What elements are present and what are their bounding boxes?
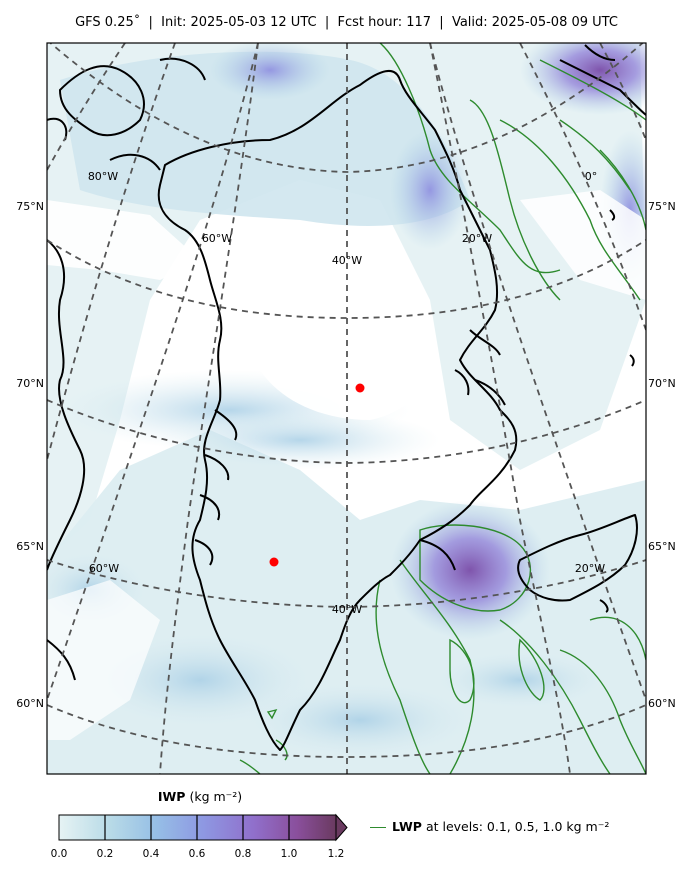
lon-label: 40°W — [332, 254, 362, 267]
model-label: GFS 0.25˚ — [75, 15, 141, 30]
colorbar-tick: 1.2 — [327, 848, 345, 860]
colorbar-tick: 0.6 — [188, 848, 206, 860]
lon-label: 40°W — [332, 603, 362, 616]
colorbar-tick: 0.8 — [234, 848, 252, 860]
graticule — [47, 43, 646, 774]
lon-label: 20°W — [462, 232, 492, 245]
point-marker — [355, 383, 365, 393]
colorbar — [58, 813, 348, 842]
fcst-label: Fcst hour: 117 — [337, 15, 432, 30]
lon-label: 20°W — [575, 562, 605, 575]
lon-label: 60°W — [202, 232, 232, 245]
lat-label-left: 70°N — [16, 377, 44, 390]
lwp-legend-line — [370, 827, 386, 828]
colorbar-tick: 0.0 — [50, 848, 68, 860]
map-panel — [47, 43, 646, 774]
lwp-legend-bold: LWP — [392, 819, 422, 834]
lon-label: 0° — [585, 170, 598, 183]
plot-header: GFS 0.25˚ | Init: 2025-05-03 12 UTC | Fc… — [75, 15, 618, 30]
colorbar-tick: 0.4 — [142, 848, 160, 860]
lat-label-right: 70°N — [648, 377, 676, 390]
lon-label: 80°W — [88, 170, 118, 183]
lon-label: 60°W — [89, 562, 119, 575]
lat-label-right: 65°N — [648, 540, 676, 553]
colorbar-tick: 1.0 — [280, 848, 298, 860]
map-frame — [46, 42, 647, 775]
lat-label-left: 65°N — [16, 540, 44, 553]
lwp-legend-text: at levels: 0.1, 0.5, 1.0 kg m⁻² — [425, 819, 610, 834]
lwp-legend: LWP at levels: 0.1, 0.5, 1.0 kg m⁻² — [370, 819, 609, 834]
colorbar-title: IWP (kg m⁻²) — [157, 789, 243, 804]
iwp-field — [47, 43, 646, 774]
init-label: Init: 2025-05-03 12 UTC — [161, 15, 317, 30]
lat-label-left: 60°N — [16, 697, 44, 710]
point-marker — [269, 557, 279, 567]
lat-label-right: 60°N — [648, 697, 676, 710]
lat-label-right: 75°N — [648, 200, 676, 213]
colorbar-tick: 0.2 — [96, 848, 114, 860]
valid-label: Valid: 2025-05-08 09 UTC — [451, 15, 618, 30]
lat-label-left: 75°N — [16, 200, 44, 213]
